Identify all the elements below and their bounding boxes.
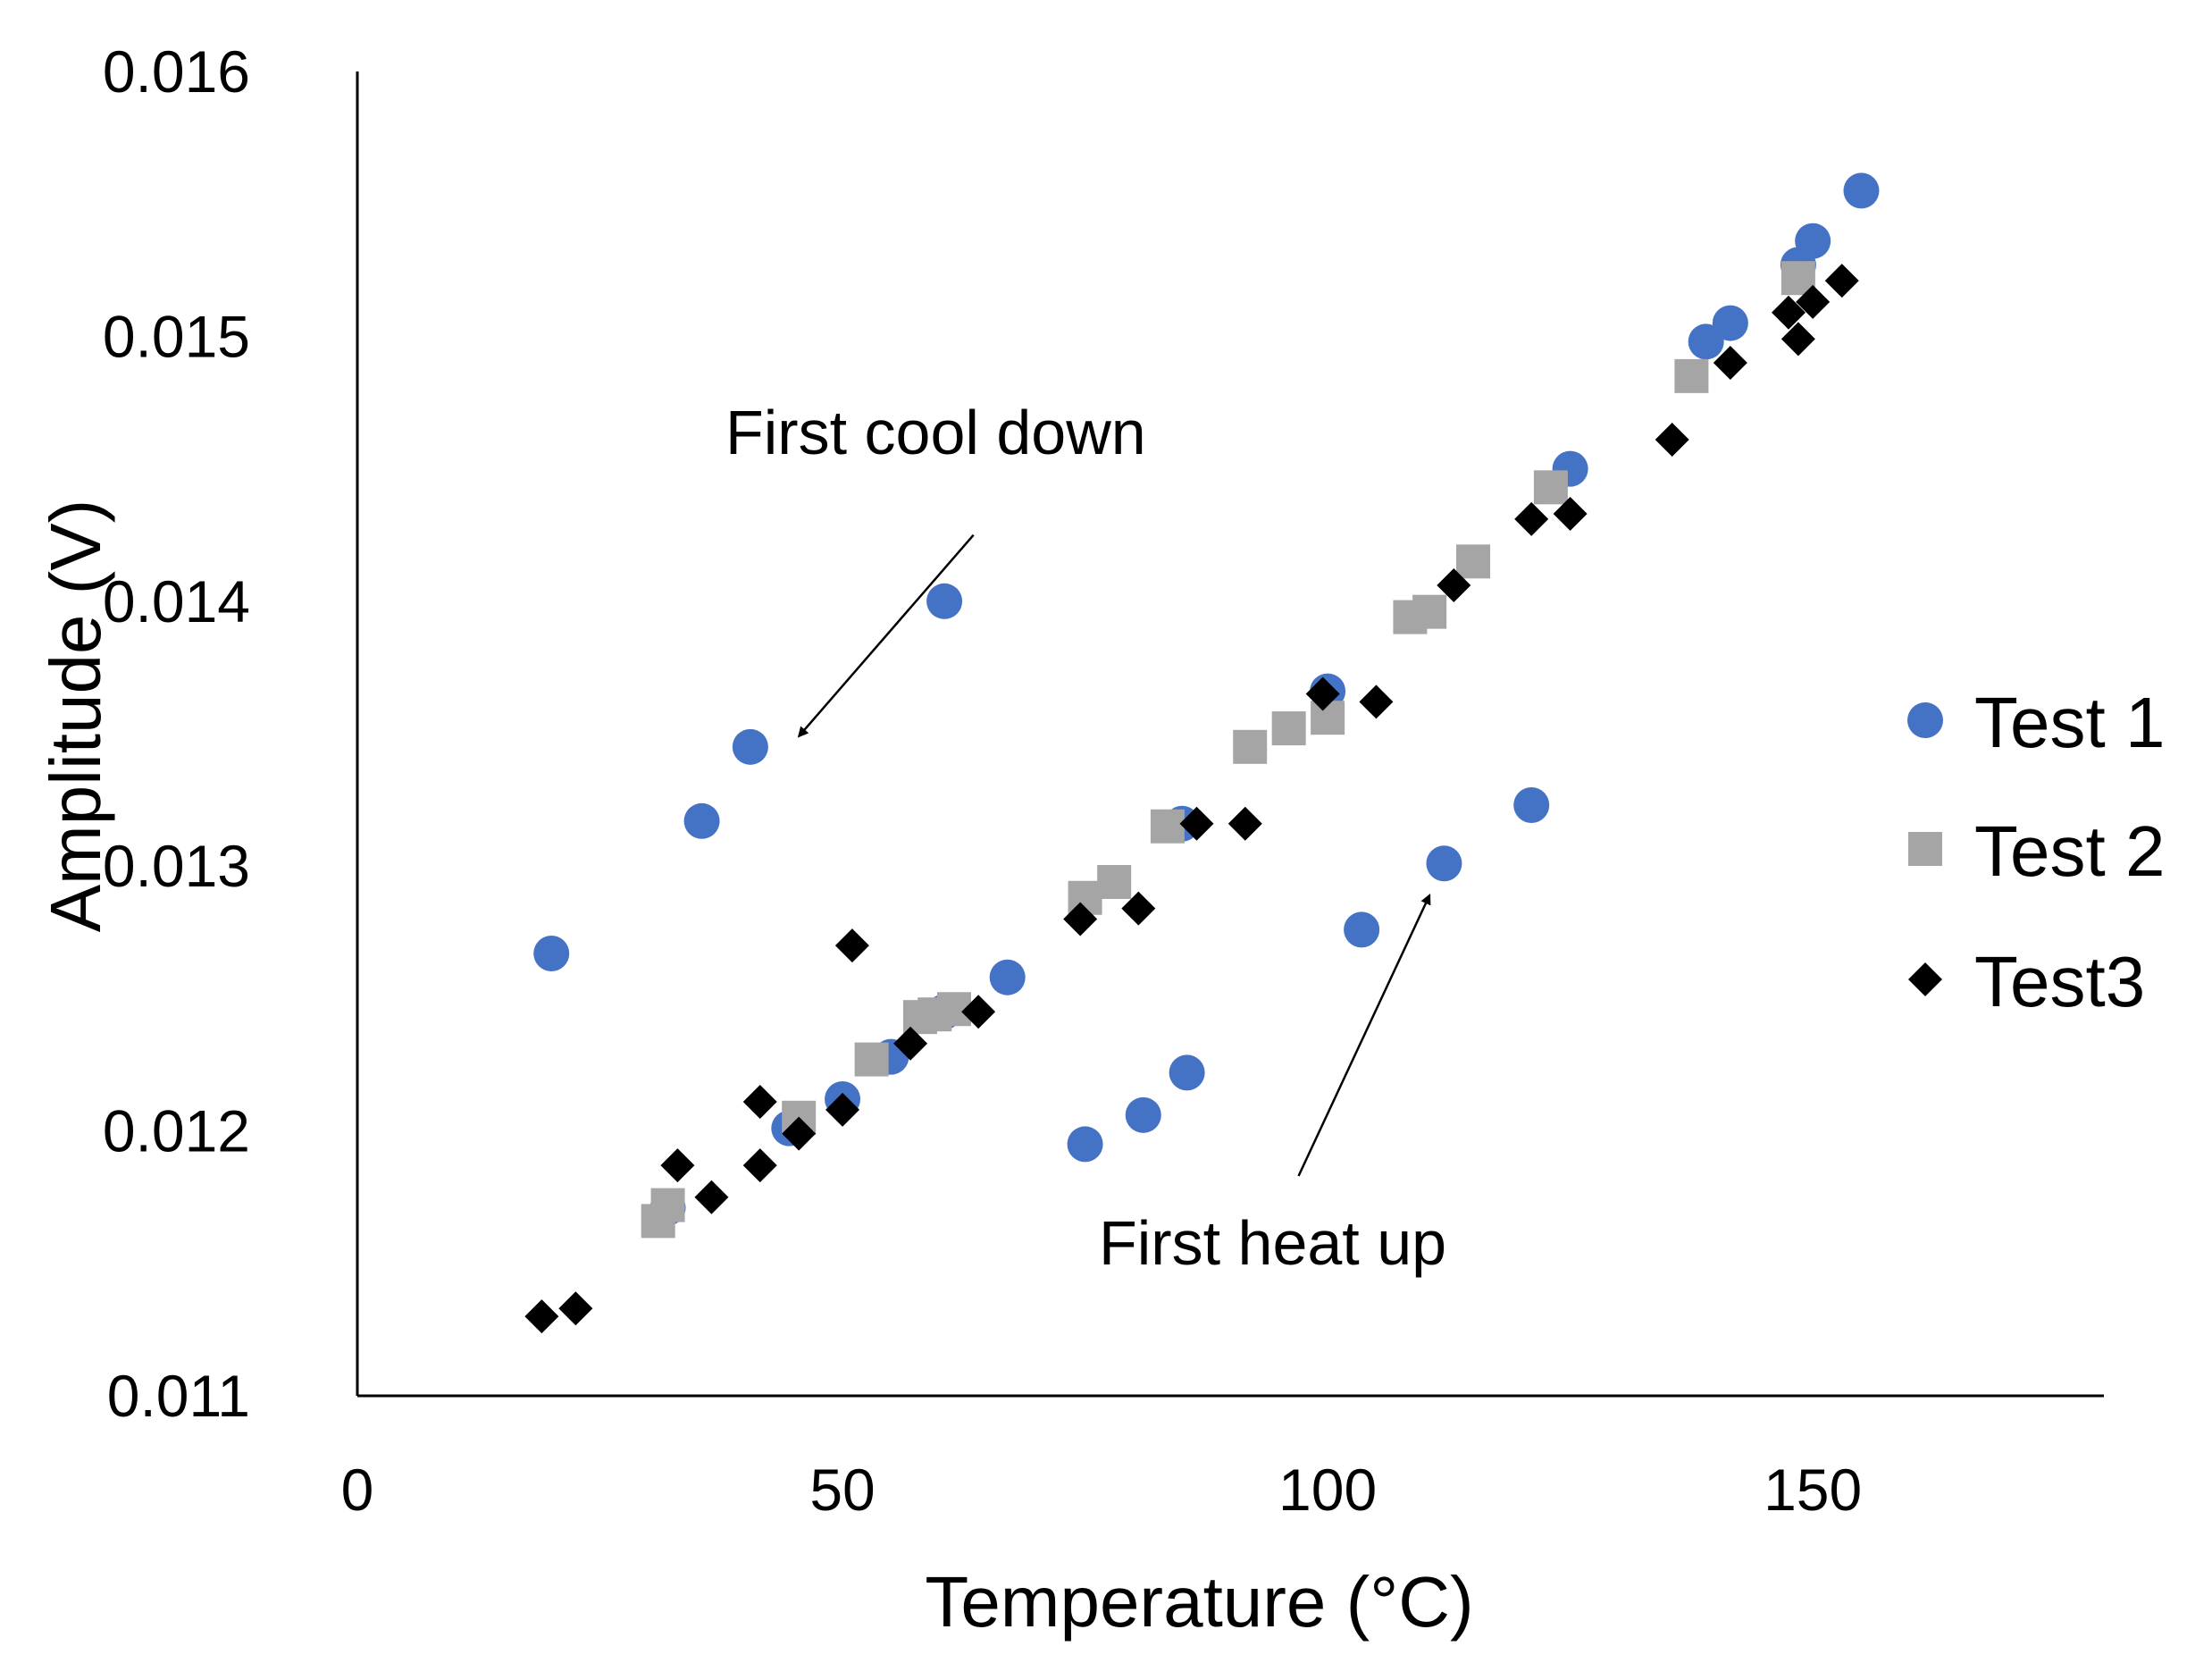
annotation-first-cool-down: First cool down bbox=[725, 398, 1146, 467]
tick-labels: 0 50 100 150 0.011 0.012 0.013 0.014 0.015 0.016 bbox=[103, 38, 1862, 1523]
y-axis-title: Amplitude (V) bbox=[36, 500, 115, 933]
data-point bbox=[961, 995, 996, 1029]
data-point bbox=[782, 1116, 817, 1151]
data-point bbox=[1437, 568, 1471, 603]
legend-label: Test 2 bbox=[1974, 811, 2165, 891]
y-tick-label: 0.015 bbox=[103, 303, 250, 369]
data-point bbox=[1125, 1096, 1161, 1133]
series-test-2 bbox=[641, 261, 1815, 1239]
data-point bbox=[1843, 172, 1880, 209]
data-point bbox=[1179, 806, 1214, 841]
data-point bbox=[1067, 1126, 1103, 1163]
data-point bbox=[1772, 295, 1806, 330]
legend-label: Test3 bbox=[1974, 942, 2145, 1021]
data-point bbox=[524, 1299, 559, 1334]
series-test-1 bbox=[533, 172, 1880, 1226]
data-point bbox=[650, 1188, 685, 1222]
data-point bbox=[1513, 787, 1550, 824]
data-point bbox=[1514, 501, 1549, 536]
y-tick-label: 0.011 bbox=[107, 1363, 250, 1429]
data-point bbox=[1311, 701, 1345, 735]
y-tick-label: 0.016 bbox=[103, 38, 250, 105]
annotation-first-heat-up: First heat up bbox=[1099, 1208, 1446, 1278]
data-point bbox=[1456, 544, 1491, 579]
data-point bbox=[1824, 264, 1859, 298]
data-point bbox=[926, 583, 963, 619]
data-point bbox=[989, 959, 1026, 995]
data-point bbox=[1712, 305, 1748, 341]
annotation-arrow bbox=[1297, 893, 1431, 1177]
data-point bbox=[1344, 911, 1380, 948]
y-tick-label: 0.013 bbox=[103, 833, 250, 899]
data-point bbox=[1233, 729, 1268, 764]
data-point bbox=[1795, 223, 1831, 259]
data-point bbox=[1063, 902, 1098, 936]
y-tick-label: 0.014 bbox=[103, 568, 250, 634]
axes bbox=[356, 71, 2104, 1398]
data-point bbox=[1271, 711, 1306, 746]
data-point bbox=[1655, 422, 1689, 457]
series-test3 bbox=[524, 264, 1859, 1334]
data-point bbox=[825, 1092, 860, 1127]
data-point bbox=[742, 1148, 777, 1183]
data-point bbox=[558, 1291, 593, 1326]
x-tick-label: 100 bbox=[1278, 1457, 1377, 1523]
data-point bbox=[1688, 323, 1724, 360]
data-point bbox=[694, 1180, 729, 1214]
x-tick-label: 0 bbox=[341, 1457, 374, 1523]
data-points bbox=[524, 172, 1880, 1334]
data-point bbox=[1121, 891, 1156, 926]
data-point bbox=[1305, 676, 1340, 711]
data-point bbox=[732, 728, 768, 765]
data-point bbox=[683, 802, 720, 839]
annotations: First cool down First heat up bbox=[725, 398, 1446, 1278]
data-point bbox=[854, 1042, 889, 1077]
data-point bbox=[1533, 470, 1568, 505]
data-point bbox=[834, 928, 869, 963]
x-tick-label: 150 bbox=[1764, 1457, 1862, 1523]
data-point bbox=[1780, 322, 1815, 357]
data-point bbox=[1359, 685, 1394, 719]
data-point bbox=[742, 1084, 777, 1119]
legend-label: Test 1 bbox=[1974, 683, 2165, 762]
x-tick-label: 50 bbox=[809, 1457, 875, 1523]
data-point bbox=[1713, 346, 1747, 381]
data-point bbox=[660, 1148, 695, 1183]
legend-marker bbox=[1908, 832, 1942, 866]
data-point bbox=[1796, 284, 1831, 319]
data-point bbox=[1227, 806, 1262, 841]
data-point bbox=[1426, 845, 1462, 882]
data-point bbox=[893, 1026, 928, 1061]
data-point bbox=[1097, 864, 1132, 899]
data-point bbox=[1674, 358, 1709, 393]
data-point bbox=[1412, 594, 1447, 629]
legend-marker bbox=[1908, 962, 1942, 996]
data-point bbox=[1553, 496, 1588, 531]
legend: Test 1 Test 2 Test3 bbox=[1907, 683, 2165, 1021]
y-tick-label: 0.012 bbox=[103, 1098, 250, 1164]
annotation-arrow bbox=[797, 533, 975, 738]
data-point bbox=[1169, 1054, 1205, 1091]
data-point bbox=[1150, 809, 1185, 844]
legend-marker bbox=[1907, 702, 1943, 738]
data-point bbox=[533, 936, 570, 972]
x-axis-title: Temperature (°C) bbox=[925, 1562, 1473, 1642]
